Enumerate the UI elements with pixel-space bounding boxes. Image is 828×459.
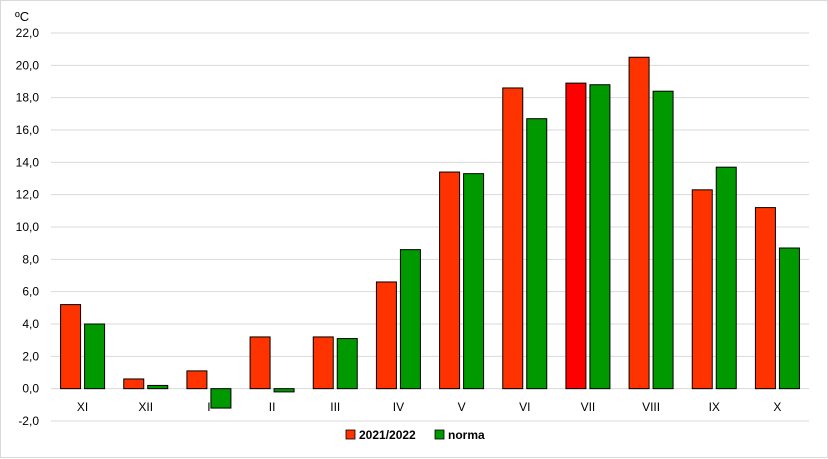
y-tick-label: -2,0	[18, 414, 39, 428]
bar-norma-xii	[147, 384, 169, 390]
bar-norma-iv	[399, 249, 421, 390]
bar-season-iv	[375, 281, 397, 390]
bar-norma-iii	[336, 338, 358, 390]
y-tick-label: 10,0	[16, 220, 40, 234]
x-tick-label: XII	[138, 400, 153, 414]
y-tick-label: 6,0	[22, 285, 39, 299]
legend-label-norma: norma	[448, 428, 485, 442]
x-tick-label: VI	[519, 400, 530, 414]
y-tick-label: 20,0	[16, 58, 40, 72]
y-tick-label: 8,0	[22, 252, 39, 266]
y-tick-label: 4,0	[22, 317, 39, 331]
bar-season-x	[754, 207, 776, 390]
x-tick-label: IX	[709, 400, 720, 414]
bar-season-i	[186, 370, 208, 390]
x-tick-label: VII	[581, 400, 596, 414]
bar-norma-viii	[652, 90, 674, 390]
y-tick-label: 14,0	[16, 155, 40, 169]
legend-label-2021-2022: 2021/2022	[359, 428, 416, 442]
bar-season-xii	[123, 378, 145, 390]
x-tick-label: II	[269, 400, 276, 414]
y-axis-ticks: -2,0 0,0 2,0 4,0 6,0 8,0 10,0 12,0 14,0 16,0 18,0 2…	[16, 26, 40, 428]
y-tick-label: 2,0	[22, 349, 39, 363]
y-tick-label: 16,0	[16, 123, 40, 137]
legend: 2021/2022 norma	[345, 428, 485, 442]
bar-season-viii	[628, 56, 650, 390]
bar-season-vi	[502, 87, 524, 390]
y-tick-label: 22,0	[16, 26, 40, 40]
y-axis-unit-label: ºC	[15, 9, 29, 24]
gridlines	[51, 32, 809, 422]
x-tick-label: I	[207, 400, 210, 414]
x-tick-label: IV	[393, 400, 404, 414]
x-tick-label: V	[458, 400, 466, 414]
bars	[60, 56, 800, 409]
bar-norma-i	[210, 388, 232, 409]
x-tick-label: X	[773, 400, 781, 414]
x-axis-ticks: XI XII I II III IV V VI VII VIII IX X	[77, 400, 782, 414]
bar-norma-xi	[84, 323, 106, 390]
x-tick-label: VIII	[642, 400, 660, 414]
y-tick-label: 18,0	[16, 91, 40, 105]
bar-norma-v	[463, 173, 485, 390]
x-tick-label: III	[330, 400, 340, 414]
bar-norma-ix	[715, 166, 737, 390]
bar-season-iii	[312, 336, 334, 390]
bar-norma-vii	[589, 84, 611, 390]
y-tick-label: 12,0	[16, 188, 40, 202]
bar-season-ix	[691, 189, 713, 390]
bar-norma-vi	[526, 118, 548, 390]
bar-season-xi	[60, 304, 82, 390]
bar-norma-ii	[273, 388, 295, 393]
legend-swatch-2021-2022	[345, 429, 356, 440]
bar-season-vii	[565, 82, 587, 390]
bar-norma-x	[778, 247, 800, 390]
x-tick-label: XI	[77, 400, 88, 414]
bar-season-ii	[249, 336, 271, 390]
bar-season-v	[439, 171, 461, 390]
legend-swatch-norma	[434, 429, 445, 440]
y-tick-label: 0,0	[22, 382, 39, 396]
